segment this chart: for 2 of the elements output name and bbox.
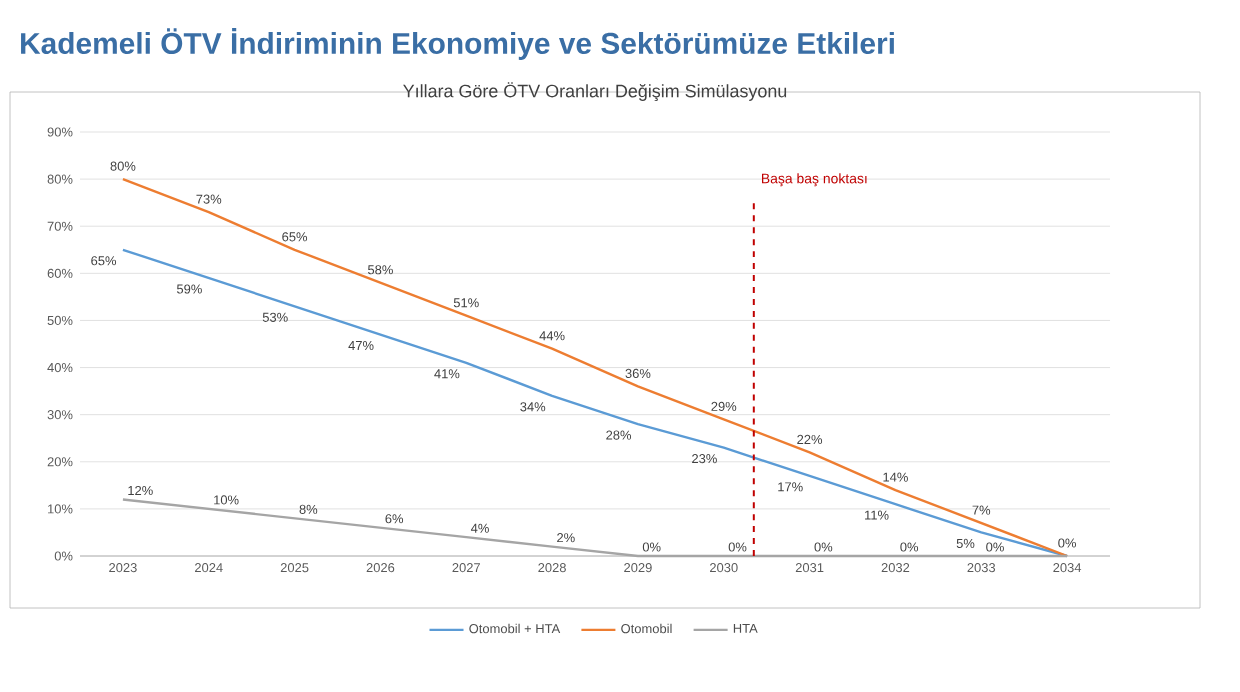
chart-subtitle: Yıllara Göre ÖTV Oranları Değişim Simülasyonu: [403, 82, 787, 102]
chart-title: Kademeli ÖTV İndiriminin Ekonomiye ve Sektörümüze Etkileri: [21, 28, 894, 60]
